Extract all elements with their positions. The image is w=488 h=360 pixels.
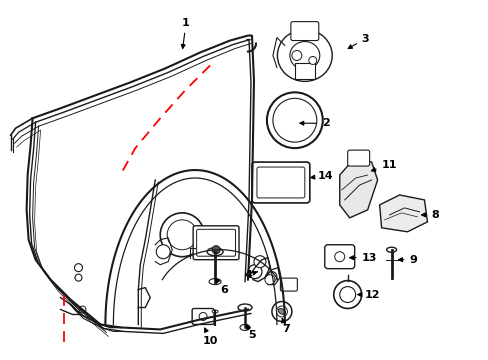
Circle shape — [160, 213, 203, 257]
Circle shape — [291, 50, 301, 60]
Text: 14: 14 — [310, 171, 333, 181]
Text: 9: 9 — [398, 255, 417, 265]
FancyBboxPatch shape — [193, 226, 239, 260]
Text: 2: 2 — [299, 118, 329, 128]
Ellipse shape — [209, 279, 221, 285]
Circle shape — [199, 312, 207, 320]
Circle shape — [156, 245, 170, 259]
FancyBboxPatch shape — [196, 229, 235, 256]
FancyBboxPatch shape — [347, 150, 369, 166]
Ellipse shape — [278, 309, 285, 314]
Polygon shape — [339, 158, 377, 218]
Circle shape — [79, 306, 86, 313]
Ellipse shape — [289, 41, 319, 69]
Circle shape — [212, 246, 220, 254]
FancyBboxPatch shape — [290, 22, 318, 41]
Text: 12: 12 — [357, 289, 379, 300]
Text: 8: 8 — [421, 210, 438, 220]
Text: 7: 7 — [281, 319, 289, 334]
Polygon shape — [379, 195, 427, 232]
FancyBboxPatch shape — [324, 245, 354, 269]
Ellipse shape — [240, 324, 249, 330]
Text: 3: 3 — [347, 33, 368, 49]
Circle shape — [333, 280, 361, 309]
Text: 11: 11 — [371, 160, 396, 171]
Circle shape — [272, 98, 316, 142]
Circle shape — [339, 287, 355, 302]
Circle shape — [276, 306, 287, 317]
Circle shape — [271, 302, 291, 321]
Circle shape — [334, 252, 344, 262]
Circle shape — [308, 57, 316, 64]
Ellipse shape — [386, 247, 396, 252]
Ellipse shape — [238, 304, 251, 311]
Bar — [294, 63, 314, 80]
Text: 6: 6 — [215, 279, 227, 294]
Ellipse shape — [277, 30, 331, 81]
Circle shape — [75, 274, 82, 281]
Circle shape — [167, 220, 197, 250]
Text: 13: 13 — [349, 253, 376, 263]
Text: 10: 10 — [203, 328, 218, 346]
Text: 1: 1 — [181, 18, 189, 49]
FancyBboxPatch shape — [192, 309, 214, 324]
FancyBboxPatch shape — [280, 278, 297, 291]
Circle shape — [266, 92, 322, 148]
FancyBboxPatch shape — [251, 162, 309, 203]
Circle shape — [74, 264, 82, 272]
Ellipse shape — [207, 248, 223, 256]
Text: 4: 4 — [244, 270, 257, 280]
Circle shape — [264, 275, 274, 285]
FancyBboxPatch shape — [256, 167, 304, 198]
Circle shape — [247, 265, 262, 279]
Text: 5: 5 — [246, 325, 255, 341]
Circle shape — [253, 256, 265, 268]
Ellipse shape — [212, 310, 218, 313]
Circle shape — [266, 272, 276, 282]
